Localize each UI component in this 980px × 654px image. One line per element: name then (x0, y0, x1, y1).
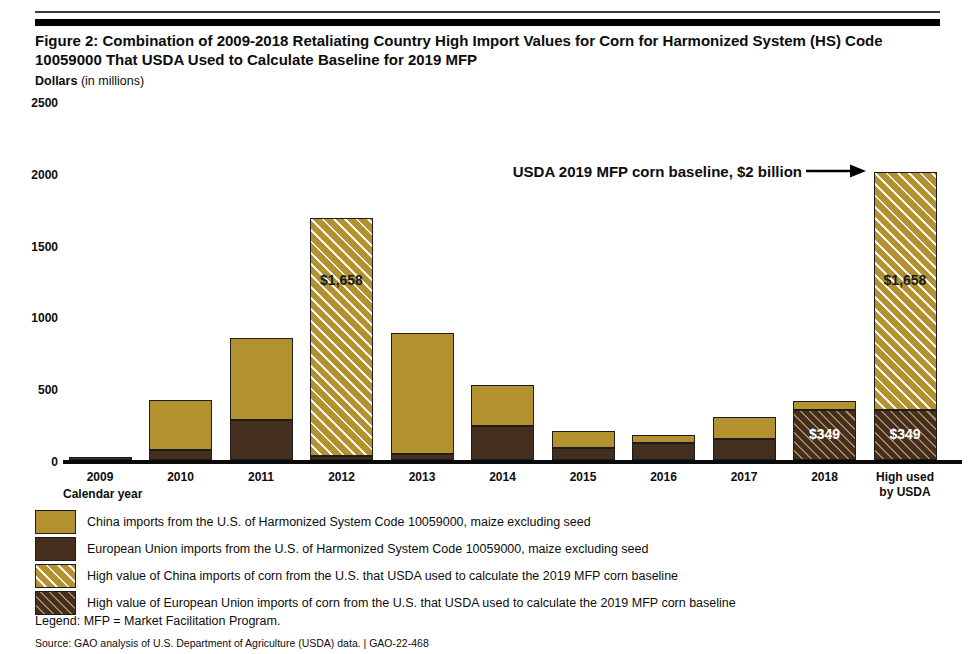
bar-segment-High used-cn_high (874, 172, 937, 410)
figure-page: Figure 2: Combination of 2009-2018 Retal… (0, 0, 980, 654)
legend-label: High value of China imports of corn from… (87, 569, 678, 583)
top-rule-thin (35, 11, 940, 13)
bar-segment-2010-eu (149, 450, 212, 460)
y-tick-label: 2000 (0, 167, 58, 183)
bar-segment-2014-cn (471, 385, 534, 427)
y-axis-units-sub: (in millions) (81, 74, 144, 88)
x-axis-title: Calendar year (63, 487, 142, 501)
bar-segment-2011-eu (230, 420, 293, 460)
baseline-annotation: USDA 2019 MFP corn baseline, $2 billion (513, 161, 866, 181)
legend-row-eu: European Union imports from the U.S. of … (35, 536, 736, 561)
bar-segment-2010-cn (149, 400, 212, 450)
y-axis-units-bold: Dollars (35, 74, 77, 88)
y-tick-label: 2500 (0, 95, 58, 111)
bar-segment-2016-cn (632, 435, 695, 443)
y-tick-label: 0 (0, 454, 58, 470)
arrow-right-icon (806, 163, 866, 179)
legend-note: Legend: MFP = Market Facilitation Progra… (35, 614, 280, 628)
chart-legend: China imports from the U.S. of Harmonize… (35, 509, 736, 617)
bar-value-label: $349 (860, 426, 950, 443)
bar-segment-2018-cn (793, 401, 856, 410)
bar-segment-2017-eu (713, 439, 776, 460)
bar-value-label: $349 (780, 426, 870, 443)
y-tick-label: 1500 (0, 239, 58, 255)
legend-swatch-cn (35, 510, 76, 534)
baseline-annotation-text: USDA 2019 MFP corn baseline, $2 billion (513, 163, 802, 180)
bar-value-label: $1,658 (297, 272, 387, 289)
bar-segment-2014-eu (471, 426, 534, 460)
bar-segment-2017-cn (713, 417, 776, 439)
bar-segment-2016-eu (632, 443, 695, 460)
legend-row-eu_high: High value of European Union imports of … (35, 590, 736, 615)
legend-label: European Union imports from the U.S. of … (87, 542, 648, 556)
source-line: Source: GAO analysis of U.S. Department … (35, 637, 429, 649)
legend-row-cn_high: High value of China imports of corn from… (35, 563, 736, 588)
y-tick-label: 500 (0, 382, 58, 398)
bar-segment-2015-cn (552, 431, 615, 448)
bar-segment-2013-cn (391, 333, 454, 454)
bar-segment-2012-cn_high (310, 218, 373, 456)
y-tick-label: 1000 (0, 310, 58, 326)
x-axis-line (63, 460, 962, 464)
legend-label: China imports from the U.S. of Harmonize… (87, 515, 591, 529)
legend-label: High value of European Union imports of … (87, 596, 736, 610)
figure-title: Figure 2: Combination of 2009-2018 Retal… (35, 31, 943, 69)
legend-swatch-eu_high (35, 591, 76, 615)
bar-value-label: $1,658 (860, 272, 950, 289)
x-tick-label: High usedby USDA (857, 470, 953, 500)
bar-segment-2015-eu (552, 448, 615, 460)
bar-segment-2011-cn (230, 338, 293, 420)
y-axis-units: Dollars (in millions) (35, 74, 144, 88)
legend-row-cn: China imports from the U.S. of Harmonize… (35, 509, 736, 534)
top-rule-thick (35, 19, 940, 26)
legend-swatch-eu (35, 537, 76, 561)
legend-swatch-cn_high (35, 564, 76, 588)
